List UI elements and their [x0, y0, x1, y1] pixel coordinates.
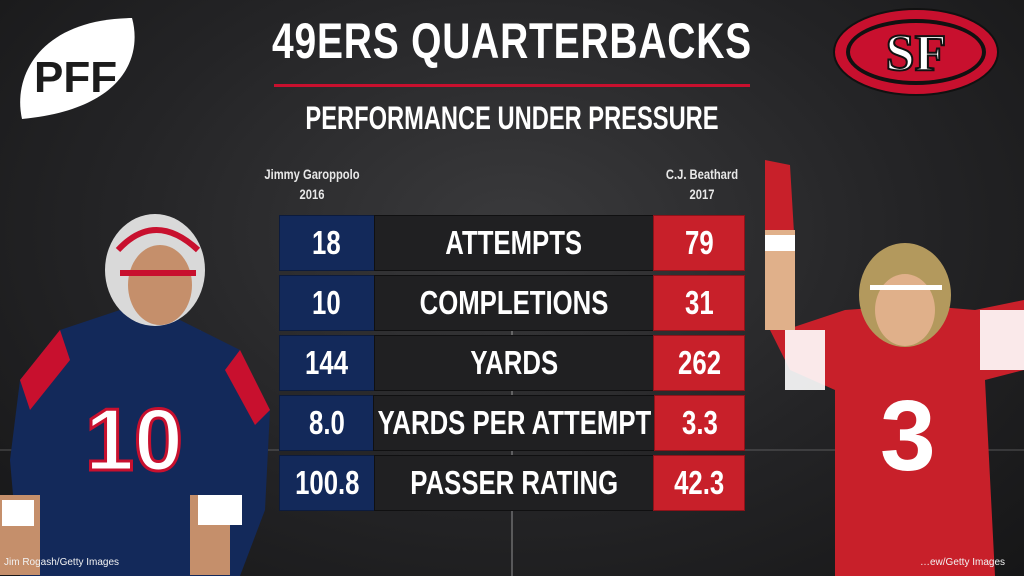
- right-player-label: C.J. Beathard 2017: [654, 164, 750, 204]
- stat-row-yards: 144 YARDS 262: [279, 335, 745, 391]
- svg-text:3: 3: [880, 380, 936, 492]
- right-player-name: C.J. Beathard: [665, 166, 739, 182]
- left-player-season: 2016: [299, 186, 325, 202]
- right-player-season: 2017: [689, 186, 715, 202]
- left-player-photo: 10: [0, 214, 270, 576]
- stat-row-passer-rating: 100.8 PASSER RATING 42.3: [279, 455, 745, 511]
- stat-row-completions: 10 COMPLETIONS 31: [279, 275, 745, 331]
- right-value-cell: 31: [653, 275, 745, 331]
- stat-row-yards-per-attempt: 8.0 YARDS PER ATTEMPT 3.3: [279, 395, 745, 451]
- right-value-cell: 42.3: [653, 455, 745, 511]
- left-value-cell: 100.8: [279, 455, 375, 511]
- left-player-name: Jimmy Garoppolo: [264, 166, 360, 182]
- left-photo-credit: Jim Rogash/Getty Images: [4, 557, 120, 568]
- 49ers-logo: SF: [833, 8, 999, 96]
- left-player-label: Jimmy Garoppolo 2016: [264, 164, 360, 204]
- right-photo-credit: …ew/Getty Images: [920, 557, 1006, 568]
- right-value-cell: 79: [653, 215, 745, 271]
- svg-text:SF: SF: [886, 25, 947, 82]
- left-value-cell: 144: [279, 335, 375, 391]
- svg-text:PFF: PFF: [34, 53, 117, 102]
- left-value-cell: 8.0: [279, 395, 374, 451]
- right-player-photo: 3: [765, 160, 1024, 576]
- pff-logo: PFF: [12, 14, 152, 124]
- left-value-cell: 18: [279, 215, 375, 271]
- page-subtitle: PERFORMANCE UNDER PRESSURE: [305, 100, 719, 136]
- stat-row-attempts: 18 ATTEMPTS 79: [279, 215, 745, 271]
- stat-label-cell: YARDS PER ATTEMPT: [372, 395, 655, 451]
- title-underline: [274, 84, 750, 87]
- left-value-cell: 10: [279, 275, 375, 331]
- stat-label-cell: PASSER RATING: [373, 455, 655, 511]
- right-value-cell: 3.3: [653, 395, 745, 451]
- right-value-cell: 262: [653, 335, 745, 391]
- stats-comparison-table: 18 ATTEMPTS 79 10 COMPLETIONS 31 144 YAR…: [279, 215, 745, 515]
- svg-text:10: 10: [85, 390, 183, 489]
- page-title: 49ERS QUARTERBACKS: [272, 13, 752, 69]
- stat-label-cell: YARDS: [373, 335, 655, 391]
- stat-label-cell: ATTEMPTS: [373, 215, 655, 271]
- stat-label-cell: COMPLETIONS: [373, 275, 655, 331]
